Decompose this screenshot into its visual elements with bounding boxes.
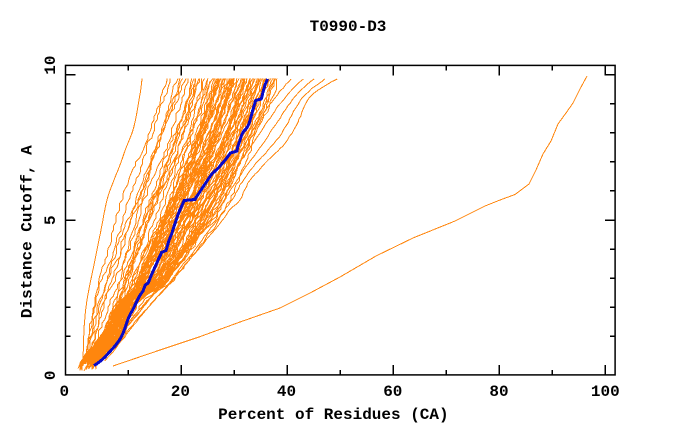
svg-text:80: 80 bbox=[489, 383, 508, 401]
svg-text:T0990-D3: T0990-D3 bbox=[310, 18, 387, 36]
svg-text:Percent of Residues (CA): Percent of Residues (CA) bbox=[218, 406, 448, 424]
svg-text:10: 10 bbox=[42, 55, 60, 74]
svg-text:60: 60 bbox=[383, 383, 402, 401]
svg-text:Distance Cutoff, A: Distance Cutoff, A bbox=[19, 145, 37, 318]
svg-text:20: 20 bbox=[171, 383, 190, 401]
svg-text:0: 0 bbox=[42, 370, 60, 380]
svg-text:100: 100 bbox=[591, 383, 620, 401]
svg-text:0: 0 bbox=[59, 383, 69, 401]
svg-text:5: 5 bbox=[42, 215, 60, 225]
svg-text:40: 40 bbox=[277, 383, 296, 401]
